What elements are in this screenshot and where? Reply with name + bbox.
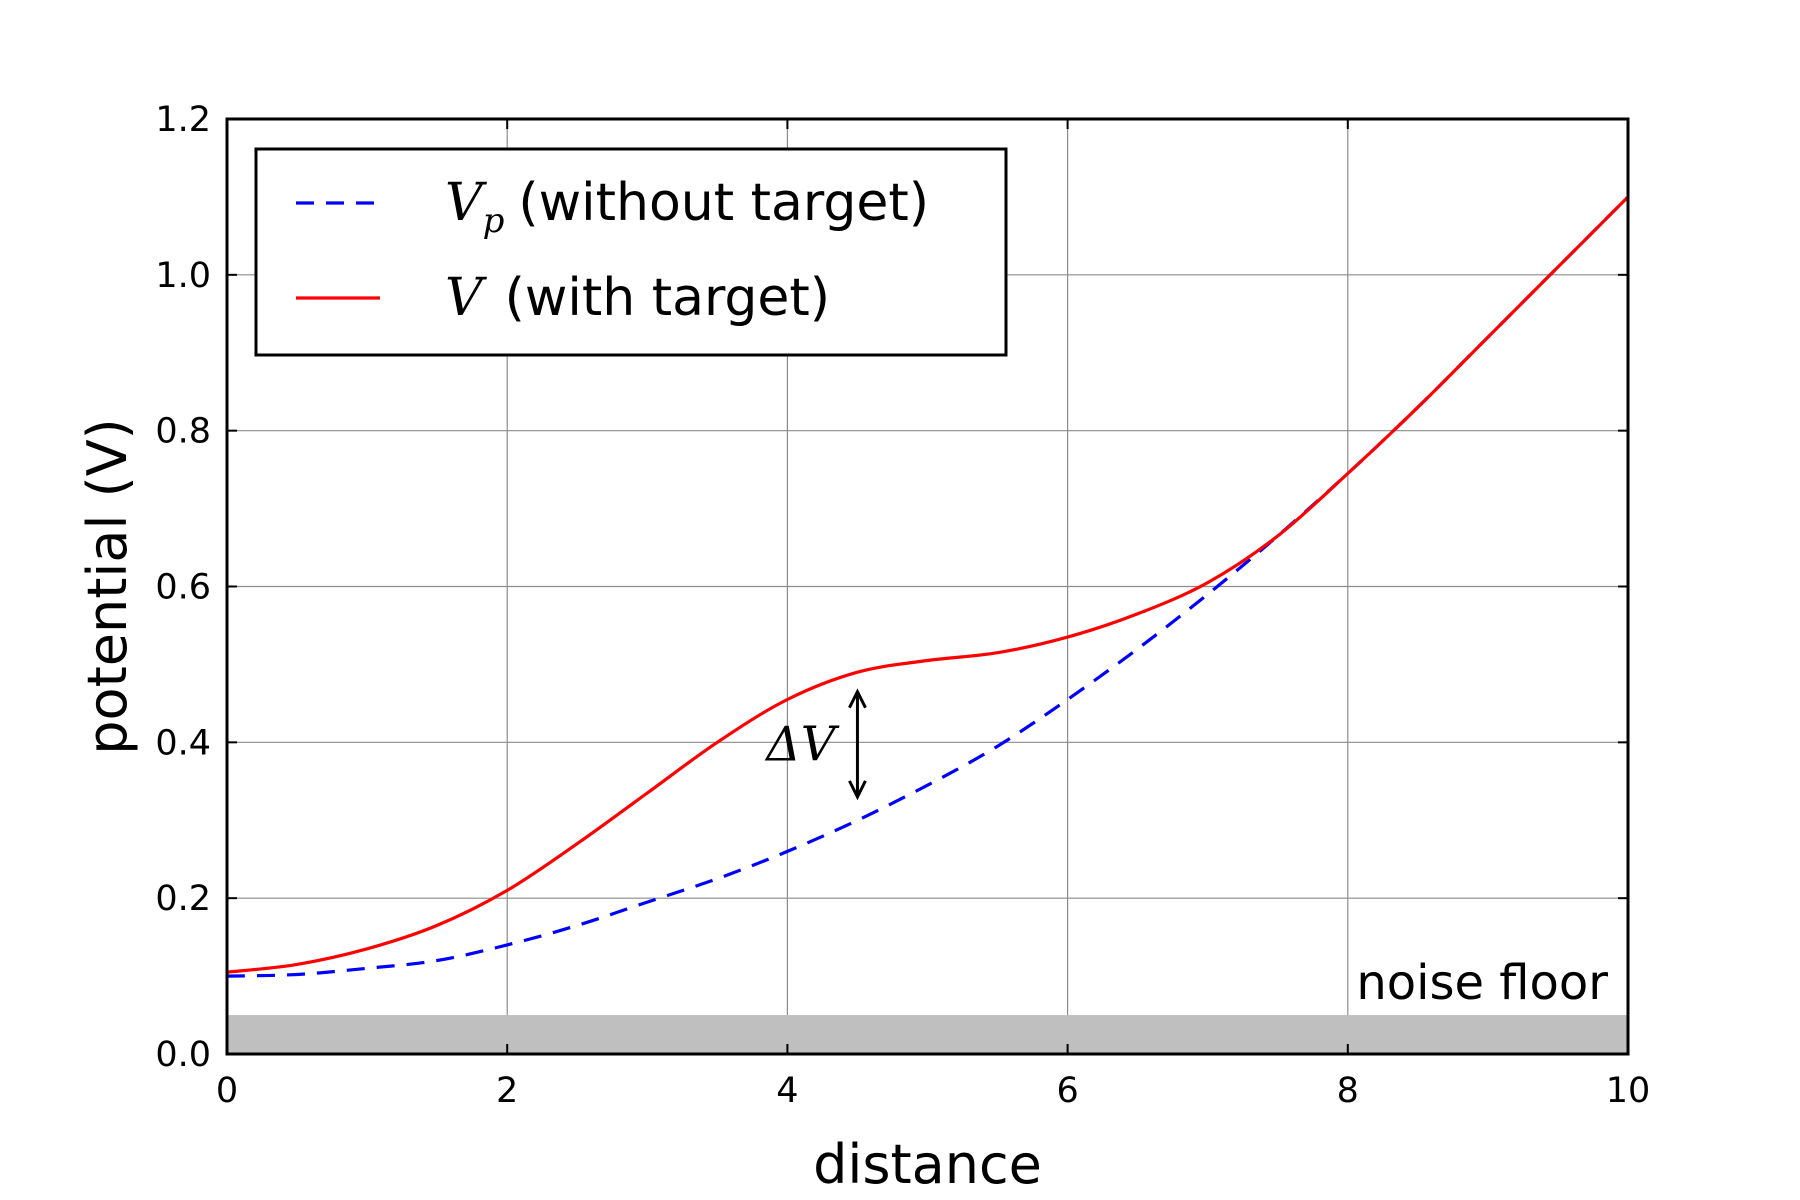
series-with-target-line: [226, 195, 1630, 974]
x-axis-title: distance: [813, 1133, 1042, 1196]
delta-v-label: ΔV: [764, 716, 840, 772]
legend-text-with-target: (with target): [505, 268, 831, 328]
legend-box: [254, 147, 1008, 357]
delta-v-arrowhead-bottom: [848, 780, 867, 801]
noise-floor-band: [227, 1015, 1628, 1054]
x-tick-label: 8: [1337, 1071, 1359, 1111]
y-tick-label: 0.6: [155, 568, 211, 608]
noise-floor-label: noise floor: [1356, 955, 1608, 1011]
y-tick-label: 1.2: [155, 100, 211, 140]
series-without-target-line: [226, 195, 1630, 978]
x-tick-label: 6: [1056, 1071, 1078, 1111]
x-tick-label: 2: [496, 1071, 518, 1111]
delta-v-annotation: ΔV: [764, 688, 867, 801]
y-tick-label: 0.2: [155, 879, 211, 919]
delta-v-arrowhead-top: [848, 688, 867, 709]
x-tick-label: 10: [1606, 1071, 1651, 1111]
legend-symbol-v: V: [445, 173, 487, 233]
y-tick-label: 0.0: [155, 1035, 211, 1075]
x-tick-label: 4: [776, 1071, 798, 1111]
y-tick-label: 0.8: [155, 412, 211, 452]
legend-text-without-target: (without target): [518, 173, 929, 233]
y-tick-label: 0.4: [155, 723, 211, 763]
y-tick-label: 1.0: [155, 256, 211, 296]
legend-label-with-target: V (with target): [445, 268, 830, 328]
ticks: 0 2 4 6 8 10 0.0 0.2 0.4 0.6 0.8 1.0 1.2: [155, 100, 1650, 1111]
x-tick-label: 0: [216, 1071, 238, 1111]
legend-subscript-p: p: [483, 201, 505, 241]
legend: Vp (without target) V (with target): [254, 147, 1008, 357]
legend-symbol-v: V: [445, 268, 487, 328]
legend-label-without-target: Vp (without target): [445, 173, 929, 241]
y-axis-title: potential (V): [76, 418, 139, 754]
series-layer: [226, 195, 1630, 978]
